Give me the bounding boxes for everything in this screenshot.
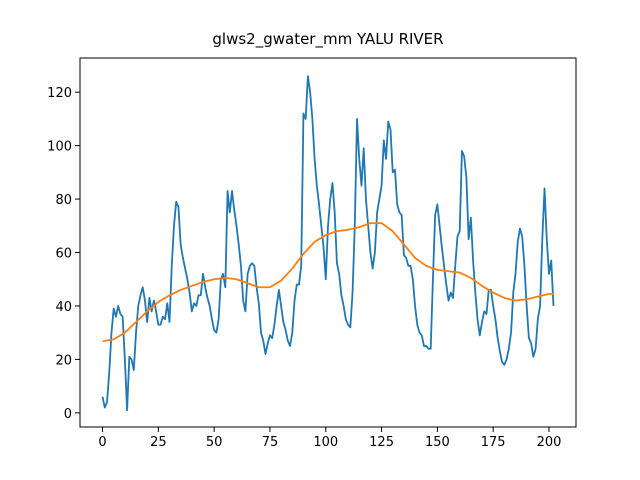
data-line (101, 75, 555, 412)
x-tick-label: 150 (425, 435, 450, 450)
x-tick-label: 200 (537, 435, 562, 450)
y-tick-label: 120 (47, 86, 72, 101)
y-tick-label: 0 (64, 407, 72, 422)
x-tick-label: 50 (206, 435, 223, 450)
y-tick-label: 20 (55, 353, 72, 368)
x-tick-label: 25 (150, 435, 167, 450)
x-tick-label: 100 (313, 435, 338, 450)
y-tick-label: 100 (47, 140, 72, 155)
y-tick-label: 60 (55, 247, 72, 262)
data-line (102, 222, 554, 343)
x-tick-label: 75 (262, 435, 279, 450)
chart-title: glws2_gwater_mm YALU RIVER (212, 30, 443, 49)
x-tick-label: 175 (481, 435, 506, 450)
x-tick-label: 0 (98, 435, 106, 450)
x-tick-label: 125 (369, 435, 394, 450)
plot-frame (79, 57, 577, 428)
y-tick-label: 40 (55, 300, 72, 315)
y-tick-label: 80 (55, 193, 72, 208)
